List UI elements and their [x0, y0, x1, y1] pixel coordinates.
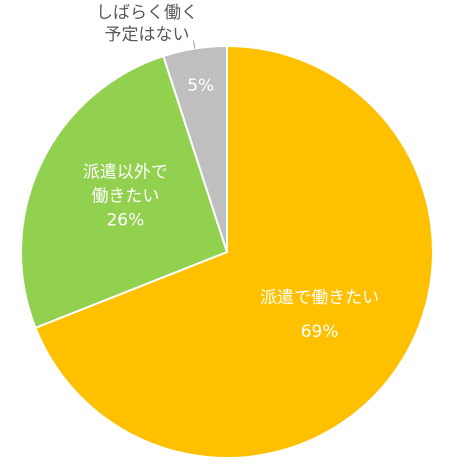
slice-label-haken-igai-line: 働きたい	[91, 187, 159, 207]
slice-label-nai-text-line: しばらく働く	[96, 3, 198, 23]
slice-label-nai-value-line: 5%	[187, 76, 214, 96]
slice-label-haken-igai-line: 派遣以外で	[83, 163, 168, 183]
leader-line-nai	[193, 40, 196, 49]
pie-slice-1	[20, 54, 229, 330]
slice-label-haken-igai-line: 26%	[106, 211, 144, 231]
slice-label-haken-line: 69%	[301, 322, 339, 342]
slice-label-haken: 派遣で働きたい 69%	[260, 288, 379, 342]
slice-label-nai-value: 5%	[187, 76, 214, 96]
slice-label-haken-line: 派遣で働きたい	[260, 288, 379, 308]
slice-label-nai-text-line: 予定はない	[105, 25, 190, 45]
pie-slice-0	[34, 44, 434, 459]
